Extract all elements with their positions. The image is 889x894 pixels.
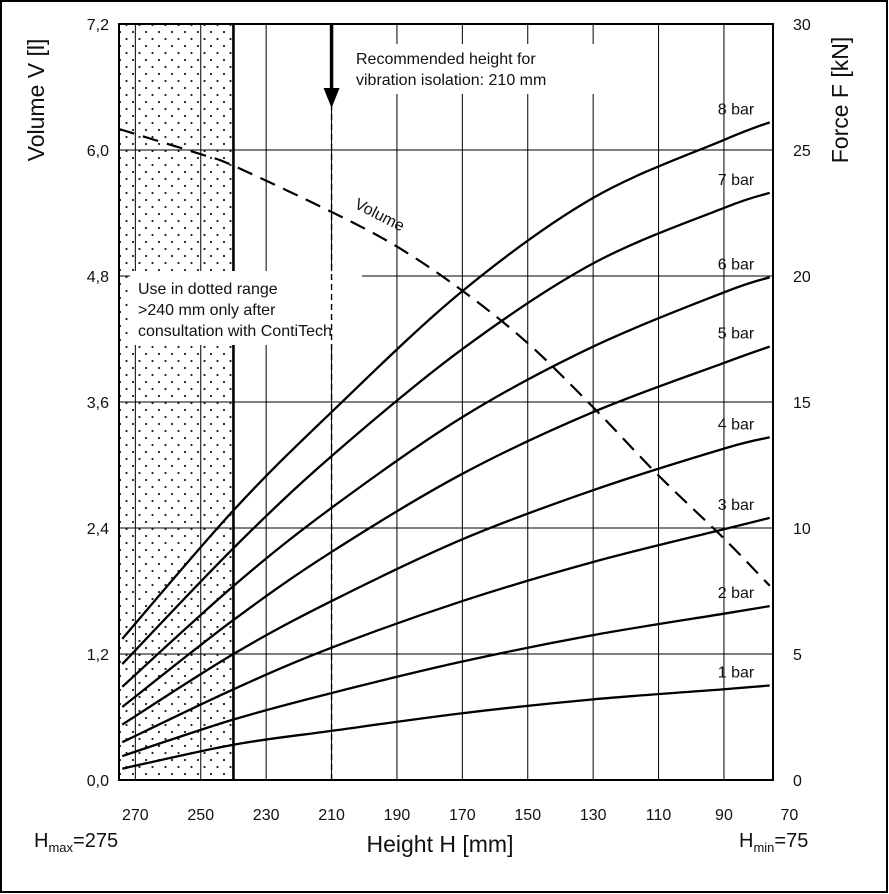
force-curve-label: 6 bar (718, 256, 755, 273)
x-tick-label: 190 (384, 807, 411, 824)
y-right-tick-label: 15 (793, 395, 811, 412)
y-right-axis-label: Force F [kN] (827, 37, 853, 164)
recommended-note-background (348, 44, 598, 94)
x-tick-label: 150 (514, 807, 541, 824)
recommended-arrow-head (323, 88, 340, 108)
y-right-tick-label: 25 (793, 143, 811, 160)
y-left-tick-label: 2,4 (87, 521, 109, 538)
volume-curve-label: Volume (352, 196, 407, 235)
y-right-tick-label: 20 (793, 269, 811, 286)
y-left-tick-label: 0,0 (87, 773, 109, 790)
volume-curve (118, 127, 771, 587)
x-tick-label: 210 (318, 807, 345, 824)
force-curve-7-bar (121, 191, 771, 665)
y-left-tick-label: 3,6 (87, 395, 109, 412)
dotted-note-box: Use in dotted range >240 mm only after con… (130, 271, 362, 345)
force-curve-6-bar (121, 276, 771, 688)
dotted-note-line: consultation with ContiTech (138, 323, 332, 340)
x-tick-label: 270 (122, 807, 149, 824)
force-curve-1-bar (122, 684, 770, 770)
force-curve-label: 1 bar (718, 665, 755, 682)
y-left-axis-label: Volume V [l] (23, 39, 49, 162)
force-curve-4-bar (121, 436, 771, 726)
y-right-tick-label: 0 (793, 773, 802, 790)
y-right-tick-label: 5 (793, 647, 802, 664)
force-curve-label: 5 bar (718, 326, 755, 343)
recommended-height-marker: Recommended height for vibration isolatio… (323, 24, 598, 780)
force-curve-2-bar (121, 604, 770, 758)
x-tick-label: 110 (646, 807, 672, 824)
force-curve-5-bar (121, 345, 771, 708)
x-tick-label: 230 (253, 807, 280, 824)
force-curve-label: 2 bar (718, 585, 755, 602)
y-left-tick-label: 1,2 (87, 647, 109, 664)
dotted-note-background (130, 271, 362, 345)
series-layer: 1 bar 2 bar 3 bar 4 bar 5 bar 6 bar 7 bar 8 bar… (118, 101, 771, 770)
x-tick-label: 130 (580, 807, 607, 824)
force-curve-3-bar (121, 516, 771, 744)
x-tick-label: 250 (187, 807, 214, 824)
tick-labels: 0,0 1,2 2,4 3,6 4,8 6,0 7,2 0 5 10 15 20 25 30 270 250 2… (87, 17, 811, 824)
plot-frame (118, 23, 774, 781)
y-left-tick-label: 6,0 (87, 143, 109, 160)
dotted-note-line: >240 mm only after (138, 302, 276, 319)
hmax-label: Hmax=275 (34, 830, 118, 855)
hmin-label: Hmin=75 (739, 830, 808, 855)
y-right-tick-label: 30 (793, 17, 811, 34)
x-tick-label: 90 (715, 807, 733, 824)
force-curve-label: 4 bar (718, 416, 755, 433)
dotted-note-line: Use in dotted range (138, 281, 278, 298)
y-left-tick-label: 4,8 (87, 269, 109, 286)
force-curve-label: 3 bar (718, 497, 755, 514)
force-curve-label: 8 bar (718, 101, 755, 118)
x-tick-label: 170 (449, 807, 476, 824)
y-left-tick-label: 7,2 (87, 17, 109, 34)
x-tick-label: 70 (780, 807, 798, 824)
x-axis-label: Height H [mm] (367, 831, 514, 857)
recommended-note-line: vibration isolation: 210 mm (356, 72, 546, 89)
y-right-tick-label: 10 (793, 521, 811, 538)
recommended-note-line: Recommended height for (356, 51, 536, 68)
force-curve-8-bar (121, 121, 771, 640)
force-curve-label: 7 bar (718, 172, 755, 189)
